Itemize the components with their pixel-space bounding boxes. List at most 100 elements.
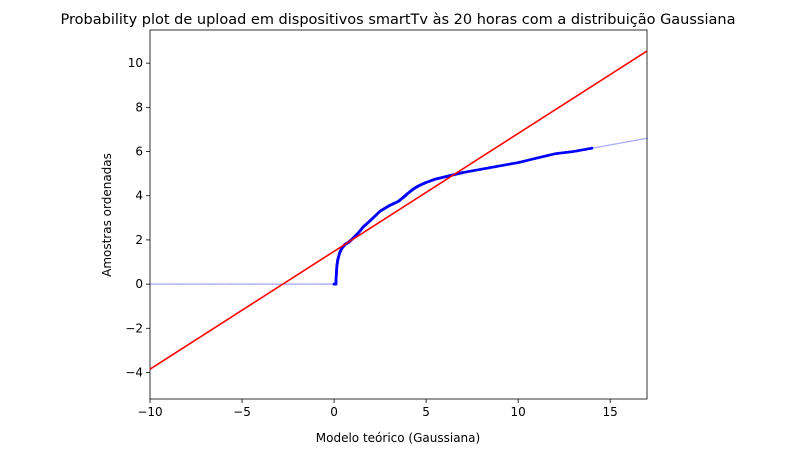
data-point: [224, 283, 226, 285]
data-point: [624, 141, 627, 143]
data-point: [258, 283, 260, 285]
data-point: [255, 283, 257, 285]
data-point: [196, 283, 199, 285]
y-tick-label: 2: [135, 233, 143, 247]
data-point: [287, 283, 289, 285]
data-point: [213, 283, 216, 285]
data-point: [236, 283, 239, 285]
data-point: [158, 283, 160, 285]
data-point: [156, 283, 159, 285]
data-point: [250, 283, 253, 285]
data-point: [239, 283, 242, 285]
data-point: [322, 283, 325, 285]
y-tick-label: −4: [125, 365, 143, 379]
x-tick-label: 0: [330, 405, 338, 419]
data-point: [307, 283, 309, 285]
data-point: [600, 145, 602, 148]
data-point: [153, 283, 156, 285]
data-point: [304, 283, 306, 285]
data-point: [291, 283, 294, 285]
data-point: [595, 146, 598, 149]
data-point: [182, 283, 185, 285]
data-point: [205, 283, 208, 285]
data-point: [632, 139, 634, 142]
data-point: [613, 143, 616, 145]
data-point: [604, 144, 607, 147]
data-point: [181, 283, 184, 285]
data-point: [241, 283, 243, 285]
data-point: [215, 283, 217, 285]
data-point: [633, 139, 636, 142]
data-point: [270, 283, 272, 285]
data-point: [276, 283, 279, 285]
data-point: [330, 283, 332, 285]
data-point: [184, 283, 187, 285]
data-point: [268, 283, 271, 285]
data-point: [615, 142, 618, 145]
data-point: [305, 283, 308, 285]
data-point: [285, 283, 288, 285]
data-point: [278, 283, 280, 285]
data-point: [594, 146, 596, 149]
data-point: [233, 283, 236, 285]
data-point: [328, 283, 331, 285]
x-tick-label: 10: [511, 405, 526, 419]
data-point: [204, 283, 207, 285]
data-point: [228, 283, 231, 285]
chart-title: Probability plot de upload em dispositiv…: [61, 12, 736, 28]
data-point: [609, 144, 611, 146]
data-point: [222, 283, 225, 285]
fit-line: [149, 50, 648, 370]
data-point: [175, 283, 177, 285]
data-point: [225, 283, 228, 285]
data-point: [198, 283, 200, 285]
data-point: [271, 283, 274, 285]
data-point: [256, 283, 259, 285]
data-point: [227, 283, 230, 285]
y-tick-label: 0: [135, 277, 143, 291]
data-point: [219, 283, 222, 285]
data-point: [267, 283, 269, 285]
data-point: [301, 283, 303, 285]
data-point: [610, 143, 613, 146]
data-point: [189, 283, 191, 285]
data-point: [167, 283, 170, 285]
data-point: [209, 283, 211, 285]
data-point: [630, 140, 633, 142]
y-tick-label: 10: [128, 56, 143, 70]
data-point: [173, 283, 176, 285]
data-point: [150, 283, 153, 285]
data-point: [202, 283, 205, 285]
y-tick-label: −2: [125, 321, 143, 335]
data-point: [259, 283, 262, 285]
data-point: [607, 144, 610, 146]
data-point: [248, 283, 251, 285]
data-point: [245, 283, 248, 285]
data-marks: [149, 50, 648, 370]
y-tick-label: 4: [135, 189, 143, 203]
data-point: [327, 283, 329, 285]
data-point: [210, 283, 213, 285]
data-point: [299, 283, 302, 285]
data-point: [618, 142, 621, 145]
data-point: [178, 283, 180, 285]
data-point: [612, 143, 615, 146]
data-point: [297, 283, 300, 285]
data-point: [302, 283, 305, 285]
data-point: [296, 283, 299, 285]
plot-area-frame: [149, 29, 648, 400]
data-point: [264, 283, 266, 285]
data-point: [152, 283, 154, 285]
data-point: [235, 283, 237, 285]
data-point: [169, 283, 171, 285]
data-point: [273, 283, 276, 285]
x-tick-label: −10: [137, 405, 162, 419]
data-point: [623, 141, 625, 144]
data-point: [646, 137, 648, 140]
data-point: [176, 283, 179, 285]
data-point: [288, 283, 291, 285]
data-point: [195, 283, 197, 285]
data-point: [317, 283, 320, 285]
data-point: [635, 139, 638, 141]
